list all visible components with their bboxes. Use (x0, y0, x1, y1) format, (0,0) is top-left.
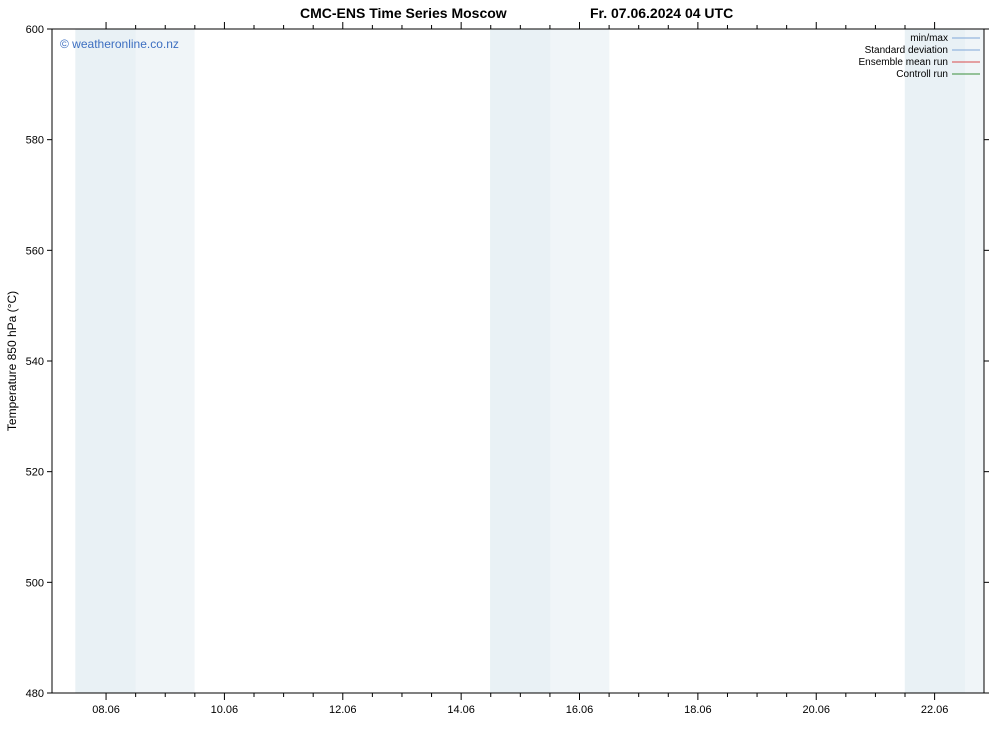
x-tick-label: 10.06 (211, 704, 239, 716)
y-tick-label: 520 (26, 467, 44, 479)
watermark: © weatheronline.co.nz (60, 37, 179, 51)
chart-title-right: Fr. 07.06.2024 04 UTC (590, 5, 733, 21)
y-tick-label: 480 (26, 688, 44, 700)
timeseries-chart: 480 500 520 540 560 580 600 08.06 10.06 12.06 14.0… (0, 0, 1000, 733)
x-tick-label: 08.06 (92, 704, 120, 716)
legend-item-label: Ensemble mean run (859, 57, 949, 68)
legend-item-label: Standard deviation (865, 45, 948, 56)
legend-item-label: Controll run (896, 69, 948, 80)
y-tick-label: 560 (26, 245, 44, 257)
shaded-band (75, 29, 136, 693)
x-tick-label: 22.06 (921, 704, 949, 716)
x-tick-label: 20.06 (802, 704, 830, 716)
y-tick-label: 580 (26, 135, 44, 147)
legend-item-label: min/max (910, 33, 948, 44)
x-tick-label: 18.06 (684, 704, 712, 716)
shaded-band (490, 29, 551, 693)
shaded-band (551, 29, 610, 693)
shaded-band (965, 29, 984, 693)
y-axis-label: Temperature 850 hPa (°C) (5, 291, 19, 431)
x-tick-label: 14.06 (447, 704, 475, 716)
chart-title-left: CMC-ENS Time Series Moscow (300, 5, 507, 21)
shaded-band (136, 29, 195, 693)
x-tick-label: 16.06 (566, 704, 594, 716)
y-tick-label: 600 (26, 24, 44, 36)
y-tick-label: 500 (26, 577, 44, 589)
x-tick-label: 12.06 (329, 704, 357, 716)
chart-container: { "chart": { "type": "line", "title_left… (0, 0, 1000, 733)
y-tick-label: 540 (26, 356, 44, 368)
shaded-band (905, 29, 966, 693)
